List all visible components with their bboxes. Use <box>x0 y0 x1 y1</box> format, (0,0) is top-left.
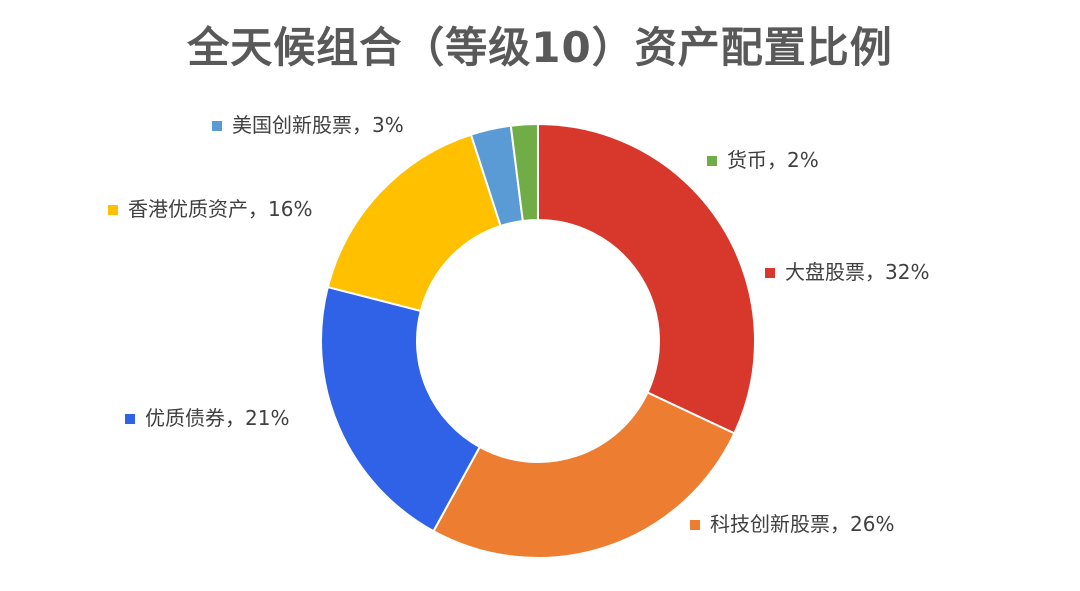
slice-label-2: 科技创新股票，26% <box>710 512 894 536</box>
chart-title: 全天候组合（等级10）资产配置比例 <box>187 23 893 72</box>
slice-label-4: 香港优质资产，16% <box>128 197 312 221</box>
slice-6 <box>509 122 539 223</box>
legend-item-1: 大盘股票，32% <box>765 260 929 284</box>
legend-marker-2 <box>690 520 700 530</box>
slice-label-5: 美国创新股票，3% <box>232 113 404 137</box>
slice-3 <box>320 285 482 533</box>
legend-item-2: 科技创新股票，26% <box>690 512 894 536</box>
legend-item-5: 美国创新股票，3% <box>212 113 404 137</box>
legend-item-4: 香港优质资产，16% <box>108 197 312 221</box>
legend-marker-1 <box>765 268 775 278</box>
slice-4 <box>326 133 502 313</box>
legend-marker-4 <box>108 205 118 215</box>
slice-label-1: 大盘股票，32% <box>785 260 929 284</box>
slice-label-3: 优质债券，21% <box>145 406 289 430</box>
legend-marker-5 <box>212 121 222 131</box>
legend-item-3: 优质债券，21% <box>125 406 289 430</box>
slice-label-6: 货币，2% <box>727 148 819 172</box>
legend-layer: 大盘股票，32% 科技创新股票，26% 优质债券，21% 香港优质资产，16% 美国创新… <box>108 113 929 536</box>
legend-item-6: 货币，2% <box>707 148 819 172</box>
slices-layer <box>320 122 756 559</box>
slice-1 <box>537 122 756 435</box>
legend-marker-6 <box>707 156 717 166</box>
legend-marker-3 <box>125 414 135 424</box>
slice-2 <box>432 391 736 559</box>
